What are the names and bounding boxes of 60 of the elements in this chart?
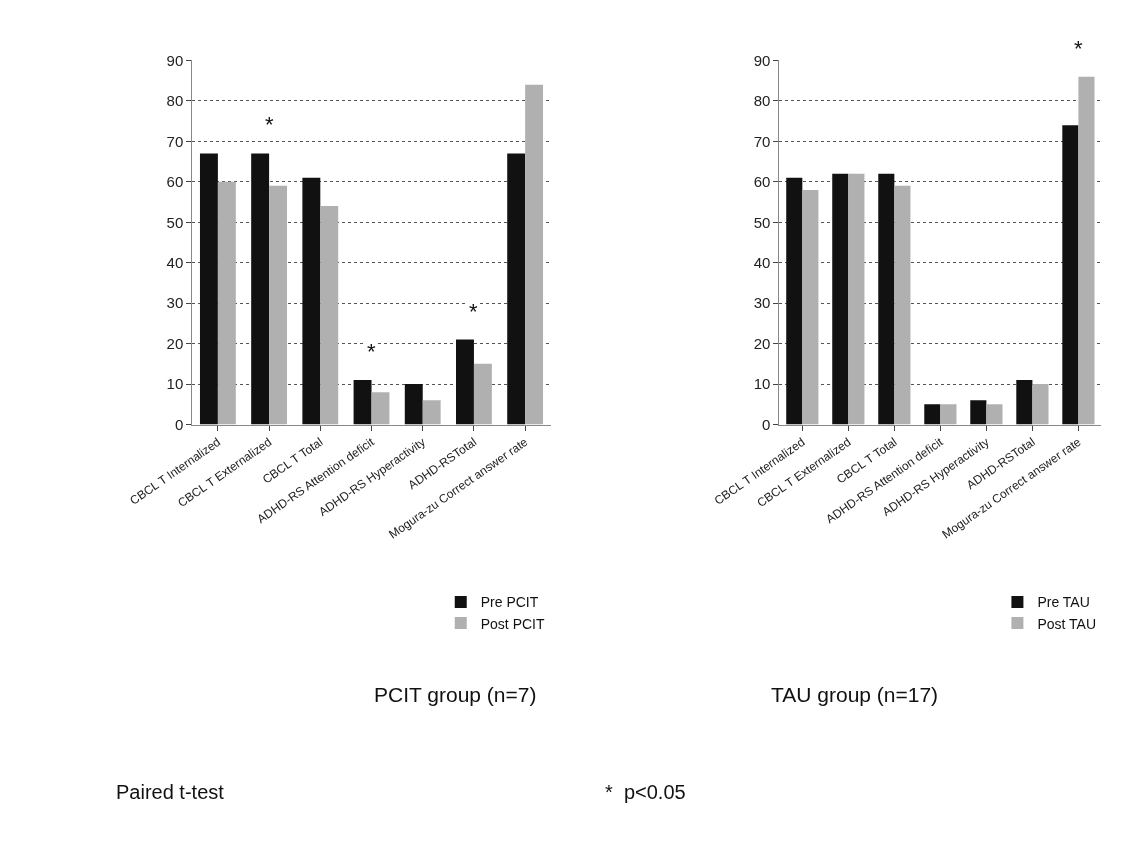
bar [422, 400, 441, 425]
bar [1078, 76, 1095, 425]
y-tick-label: 90 [753, 51, 771, 69]
bar [217, 181, 236, 425]
y-tick-label: 70 [166, 132, 184, 150]
text: TAU group (n=17) [771, 683, 939, 706]
legend-label: Pre TAU [1037, 594, 1090, 611]
legend-label: Post TAU [1037, 615, 1097, 632]
legend-label: Pre PCIT [480, 594, 539, 611]
bar [302, 177, 321, 425]
y-tick-label: 60 [753, 173, 771, 191]
y-tick-label: 50 [166, 213, 184, 231]
bar [269, 185, 288, 425]
y-tick-label: 40 [166, 253, 184, 271]
bar [251, 153, 270, 425]
bar [507, 153, 526, 425]
annotation: * [1074, 36, 1083, 61]
bar [199, 153, 218, 425]
bar [848, 173, 865, 425]
text: Paired t-test [116, 781, 225, 803]
bar [986, 404, 1003, 425]
y-tick-label: 80 [753, 92, 771, 110]
bar [832, 173, 849, 425]
bar [525, 84, 544, 425]
bar [802, 189, 819, 425]
text: * p<0.05 [605, 781, 686, 803]
y-tick-label: 80 [166, 92, 184, 110]
text: PCIT group (n=7) [374, 683, 537, 706]
annotation: * [367, 339, 376, 364]
y-tick-label: 60 [166, 173, 184, 191]
y-tick-label: 30 [753, 294, 771, 312]
y-tick-label: 40 [753, 253, 771, 271]
bar [371, 392, 390, 425]
bar [1062, 125, 1079, 425]
bar [970, 400, 987, 425]
bar [353, 380, 372, 425]
y-tick-label: 0 [174, 415, 184, 433]
y-tick-label: 10 [753, 375, 771, 393]
y-tick-label: 20 [753, 334, 771, 352]
annotation: * [469, 299, 478, 324]
y-tick-label: 20 [166, 334, 184, 352]
bar [786, 177, 803, 425]
y-tick-label: 10 [166, 375, 184, 393]
bar [404, 384, 423, 425]
y-tick-label: 30 [166, 294, 184, 312]
legend-label: Post PCIT [480, 615, 545, 632]
bar [1016, 380, 1033, 425]
y-tick-label: 70 [753, 132, 771, 150]
y-tick-label: 0 [761, 415, 771, 433]
y-tick-label: 90 [166, 51, 184, 69]
annotation: * [265, 112, 274, 137]
bar [320, 206, 339, 425]
bar [456, 339, 474, 425]
bar [940, 404, 957, 425]
bar [924, 404, 941, 425]
bar [1032, 384, 1049, 425]
y-tick-label: 50 [753, 213, 771, 231]
bar [878, 173, 895, 425]
bar [894, 185, 911, 425]
bar [473, 363, 492, 425]
